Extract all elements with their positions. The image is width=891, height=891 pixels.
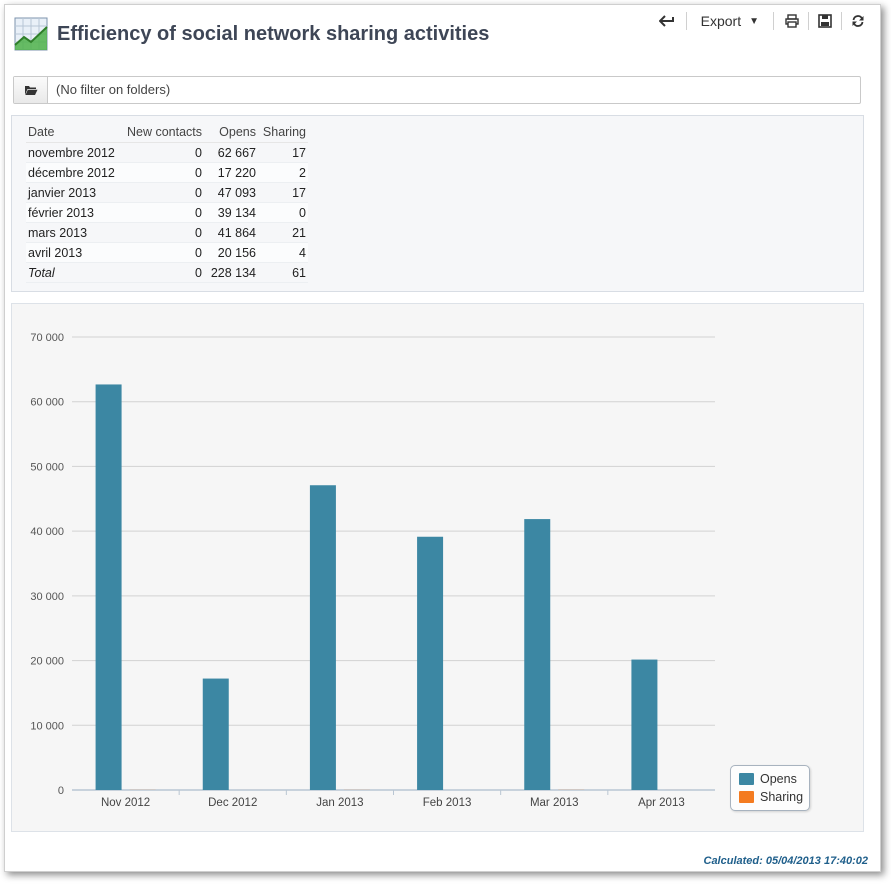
y-tick-label: 0 (58, 785, 64, 797)
save-button[interactable] (815, 9, 835, 33)
cell-new-contacts: 0 (122, 162, 204, 183)
table-row: décembre 2012 0 17 220 2 (26, 162, 308, 183)
toolbar: Export ▼ (656, 9, 868, 33)
column-header-sharing: Sharing (258, 122, 308, 143)
cell-date: décembre 2012 (26, 162, 122, 183)
cell-date: avril 2013 (26, 242, 122, 263)
bar-opens[interactable] (202, 678, 229, 790)
chart-panel: 0 10 000 20 000 30 000 40 000 50 000 60 000 70 … (11, 303, 864, 832)
report-table-panel: Date New contacts Opens Sharing novembre… (11, 115, 864, 292)
folder-open-icon (24, 85, 37, 95)
cell-new-contacts: 0 (122, 142, 204, 163)
x-tick-label: Jan 2013 (316, 797, 363, 809)
column-header-new-contacts: New contacts (122, 122, 204, 143)
cell-sharing: 21 (258, 222, 308, 243)
bar-chart: 0 10 000 20 000 30 000 40 000 50 000 60 000 70 … (30, 332, 715, 809)
cell-sharing: 0 (258, 202, 308, 223)
cell-opens: 20 156 (204, 242, 258, 263)
x-tick-label: Dec 2012 (208, 797, 257, 809)
legend-label-opens: Opens (760, 772, 797, 786)
folder-filter-button[interactable] (14, 77, 48, 103)
legend-label-sharing: Sharing (760, 790, 804, 804)
cell-sharing: 17 (258, 142, 308, 163)
cell-sharing: 2 (258, 162, 308, 183)
toolbar-separator (773, 12, 774, 30)
table-total-row: Total 0 228 134 61 (26, 262, 308, 283)
total-cell-sharing: 61 (258, 262, 308, 283)
calculated-timestamp: Calculated: 05/04/2013 17:40:02 (703, 855, 869, 867)
chevron-down-icon: ▼ (749, 15, 759, 27)
cell-date: février 2013 (26, 202, 122, 223)
total-cell-opens: 228 134 (204, 262, 258, 283)
y-tick-label: 50 000 (30, 461, 64, 473)
bar-opens[interactable] (95, 384, 122, 790)
toolbar-separator (841, 12, 842, 30)
page-title: Efficiency of social network sharing act… (57, 23, 490, 45)
cell-date: mars 2013 (26, 222, 122, 243)
legend-item-sharing[interactable]: Sharing (739, 790, 803, 804)
report-chart-icon (14, 17, 48, 51)
back-button[interactable] (656, 9, 678, 33)
cell-opens: 47 093 (204, 182, 258, 203)
table-header-row: Date New contacts Opens Sharing (26, 122, 308, 143)
table-row: février 2013 0 39 134 0 (26, 202, 308, 223)
cell-new-contacts: 0 (122, 242, 204, 263)
y-tick-label: 20 000 (30, 656, 64, 668)
table-row: novembre 2012 0 62 667 17 (26, 142, 308, 163)
y-tick-label: 70 000 (30, 332, 64, 344)
legend-item-opens[interactable]: Opens (739, 772, 797, 786)
folder-filter-text: (No filter on folders) (56, 82, 171, 97)
report-window: Efficiency of social network sharing act… (4, 4, 881, 872)
bar-opens[interactable] (524, 519, 551, 790)
bar-opens[interactable] (309, 485, 336, 790)
bar-opens[interactable] (417, 536, 444, 790)
cell-opens: 39 134 (204, 202, 258, 223)
x-tick-label: Nov 2012 (101, 797, 150, 809)
bar-opens[interactable] (631, 659, 658, 790)
x-tick-label: Mar 2013 (530, 797, 579, 809)
print-icon (785, 14, 799, 28)
y-tick-label: 60 000 (30, 397, 64, 409)
cell-opens: 17 220 (204, 162, 258, 183)
total-cell-new-contacts: 0 (122, 262, 204, 283)
table-row: avril 2013 0 20 156 4 (26, 242, 308, 263)
cell-opens: 62 667 (204, 142, 258, 163)
column-header-date: Date (26, 122, 122, 143)
export-label: Export (700, 13, 742, 29)
y-tick-label: 40 000 (30, 526, 64, 538)
refresh-button[interactable] (848, 9, 868, 33)
print-button[interactable] (782, 9, 802, 33)
cell-sharing: 4 (258, 242, 308, 263)
column-header-opens: Opens (204, 122, 258, 143)
legend-swatch-opens (739, 773, 754, 785)
toolbar-separator (808, 12, 809, 30)
table-row: mars 2013 0 41 864 21 (26, 222, 308, 243)
x-tick-label: Feb 2013 (423, 797, 472, 809)
cell-date: novembre 2012 (26, 142, 122, 163)
total-cell-date: Total (26, 262, 122, 283)
y-tick-label: 10 000 (30, 720, 64, 732)
table-row: janvier 2013 0 47 093 17 (26, 182, 308, 203)
legend-swatch-sharing (739, 791, 754, 803)
toolbar-separator (685, 12, 687, 30)
chart-legend: Opens Sharing (730, 765, 810, 811)
cell-new-contacts: 0 (122, 202, 204, 223)
back-arrow-icon (658, 15, 674, 27)
refresh-icon (852, 15, 864, 27)
export-dropdown-button[interactable]: Export ▼ (695, 9, 765, 33)
cell-opens: 41 864 (204, 222, 258, 243)
cell-new-contacts: 0 (122, 182, 204, 203)
save-icon (818, 14, 832, 28)
cell-sharing: 17 (258, 182, 308, 203)
cell-date: janvier 2013 (26, 182, 122, 203)
x-tick-label: Apr 2013 (638, 797, 685, 809)
y-tick-label: 30 000 (30, 591, 64, 603)
report-table: Date New contacts Opens Sharing novembre… (26, 122, 308, 283)
folder-filter-bar: (No filter on folders) (13, 76, 861, 104)
cell-new-contacts: 0 (122, 222, 204, 243)
